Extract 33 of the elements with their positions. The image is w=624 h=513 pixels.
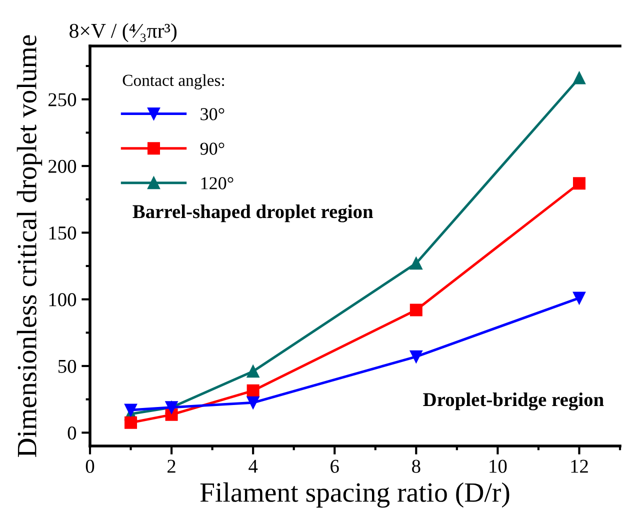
x-axis-title: Filament spacing ratio (D/r) <box>200 482 510 508</box>
y-tick-label: 50 <box>58 360 76 373</box>
y-tick-label: 250 <box>48 93 76 106</box>
legend-title: Contact angles: <box>122 74 224 90</box>
point <box>572 292 586 304</box>
point <box>410 350 422 363</box>
x-tick-label: 2 <box>168 460 176 473</box>
point <box>124 416 138 429</box>
point <box>246 384 260 397</box>
x-tick-label: 10 <box>490 460 507 473</box>
y-axis-title: Dimensionless critical droplet volume <box>16 35 42 457</box>
point <box>246 365 260 378</box>
point <box>572 177 586 190</box>
legend-label: 90° <box>200 142 224 155</box>
annotation: Droplet-bridge region <box>423 392 604 410</box>
y-tick-label: 150 <box>49 226 76 240</box>
x-tick-label: 4 <box>248 460 258 473</box>
y-tick-label: 0 <box>68 426 76 440</box>
x-tick-label: 0 <box>86 460 94 473</box>
y-tick-label: 100 <box>49 293 76 306</box>
chart-title: 8×V / (⁴⁄₃πr³) <box>70 23 177 42</box>
legend-label: 30° <box>200 108 224 120</box>
legend-label: 120° <box>201 177 234 190</box>
x-tick-label: 6 <box>330 460 339 473</box>
point <box>410 304 422 316</box>
point <box>410 257 422 270</box>
annotation: Barrel-shaped droplet region <box>132 204 374 222</box>
x-tick-label: 8 <box>412 460 420 473</box>
x-tick-label: 12 <box>571 460 588 473</box>
point <box>572 72 586 84</box>
point <box>124 404 138 416</box>
y-tick-label: 200 <box>48 160 76 173</box>
point <box>246 396 260 409</box>
